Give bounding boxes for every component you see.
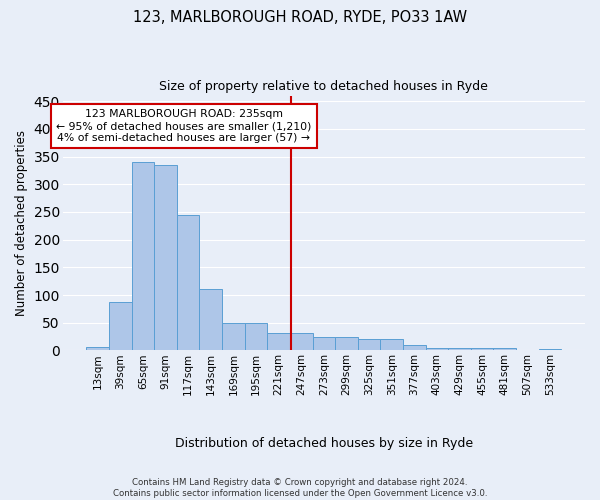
Bar — [109, 302, 131, 350]
Bar — [358, 340, 380, 350]
Bar — [471, 348, 493, 350]
Bar — [177, 214, 199, 350]
Bar — [268, 332, 290, 350]
Bar — [290, 332, 313, 350]
Bar — [425, 348, 448, 350]
Bar — [154, 165, 177, 350]
Bar — [403, 345, 425, 350]
Bar — [245, 322, 268, 350]
Y-axis label: Number of detached properties: Number of detached properties — [15, 130, 28, 316]
Bar — [199, 290, 222, 350]
Text: 123, MARLBOROUGH ROAD, RYDE, PO33 1AW: 123, MARLBOROUGH ROAD, RYDE, PO33 1AW — [133, 10, 467, 25]
Bar — [493, 348, 516, 350]
Bar — [380, 340, 403, 350]
Bar — [313, 336, 335, 350]
Bar — [131, 162, 154, 350]
Bar — [539, 349, 561, 350]
Text: Contains HM Land Registry data © Crown copyright and database right 2024.
Contai: Contains HM Land Registry data © Crown c… — [113, 478, 487, 498]
Bar — [335, 336, 358, 350]
X-axis label: Distribution of detached houses by size in Ryde: Distribution of detached houses by size … — [175, 437, 473, 450]
Bar — [448, 348, 471, 350]
Title: Size of property relative to detached houses in Ryde: Size of property relative to detached ho… — [160, 80, 488, 93]
Bar — [86, 347, 109, 350]
Text: 123 MARLBOROUGH ROAD: 235sqm
← 95% of detached houses are smaller (1,210)
4% of : 123 MARLBOROUGH ROAD: 235sqm ← 95% of de… — [56, 110, 311, 142]
Bar — [222, 322, 245, 350]
